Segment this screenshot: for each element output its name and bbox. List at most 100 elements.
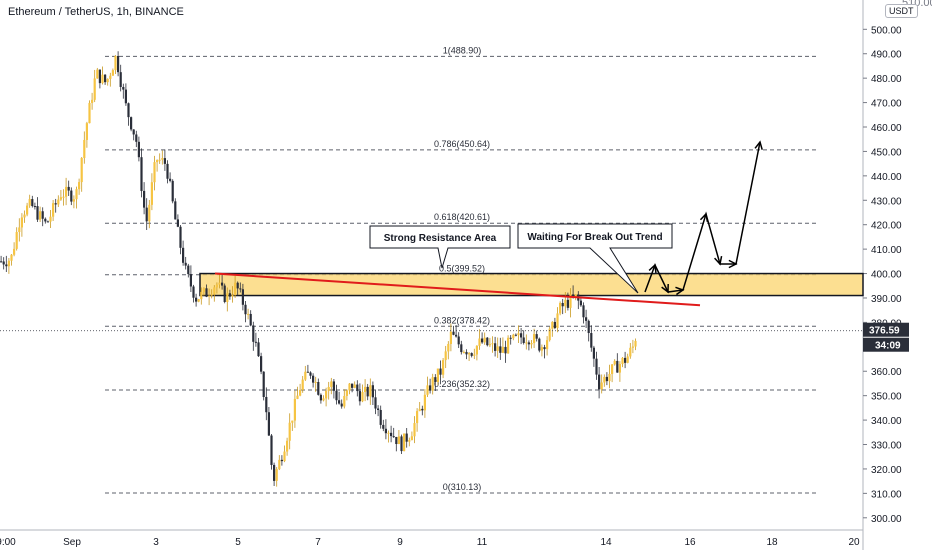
candle-body <box>265 396 268 413</box>
candle <box>491 336 494 353</box>
candle <box>405 428 408 448</box>
candle-body <box>382 424 385 429</box>
candle-body <box>553 321 556 329</box>
candle-body <box>267 412 270 436</box>
candle-body <box>210 294 213 296</box>
candle-body <box>449 331 452 344</box>
fib-level-label: 1(488.90) <box>443 45 482 55</box>
candle-body <box>7 260 10 267</box>
candle <box>109 72 112 87</box>
candle <box>332 378 335 399</box>
candle-body <box>442 360 445 375</box>
candle-body <box>306 371 309 373</box>
candle <box>236 281 239 296</box>
candle <box>187 263 190 278</box>
candle <box>275 467 278 487</box>
candle-body <box>166 163 169 179</box>
candle <box>213 285 216 302</box>
candle <box>78 178 81 195</box>
candle <box>91 92 94 110</box>
candle-body <box>88 102 91 124</box>
candle-body <box>634 340 637 347</box>
candle <box>525 334 528 350</box>
candle <box>605 372 608 386</box>
candle <box>221 274 224 290</box>
x-tick-label: 18 <box>766 537 778 548</box>
candle-body <box>514 334 517 336</box>
candle <box>197 298 200 303</box>
candle-body <box>491 343 494 345</box>
candle <box>218 273 221 289</box>
candle <box>377 405 380 417</box>
candle <box>603 374 606 387</box>
candle-body <box>592 347 595 359</box>
candle <box>561 298 564 315</box>
candle-body <box>605 376 608 382</box>
candle-body <box>371 385 374 398</box>
resistance-zone <box>199 272 864 297</box>
candle-body <box>247 313 250 315</box>
candle <box>465 349 468 360</box>
candle <box>618 361 621 382</box>
candle-body <box>400 436 403 452</box>
candle <box>400 434 403 454</box>
candle <box>543 344 546 359</box>
candle-body <box>556 313 559 329</box>
candle <box>80 157 83 192</box>
candle-body <box>361 392 364 402</box>
candle <box>364 379 367 402</box>
candle <box>426 376 429 398</box>
y-tick-label: 310.00 <box>871 489 902 500</box>
y-tick-label: 340.00 <box>871 416 902 427</box>
candle <box>257 338 260 357</box>
candle-body <box>150 182 153 205</box>
candle <box>410 431 413 441</box>
candle <box>626 353 629 364</box>
candle <box>538 337 541 353</box>
candle-body <box>205 288 208 297</box>
candle <box>366 383 369 401</box>
candle <box>348 382 351 395</box>
candle-body <box>317 382 320 395</box>
candle <box>418 401 421 412</box>
candle-body <box>158 159 161 161</box>
candle <box>611 364 614 383</box>
candle <box>270 433 273 470</box>
candle-body <box>608 373 611 382</box>
candle <box>470 352 473 358</box>
candle-body <box>65 186 68 197</box>
candle-body <box>585 317 588 321</box>
candle-body <box>395 436 398 445</box>
candle <box>226 287 229 312</box>
candle <box>387 430 390 443</box>
candle-body <box>335 390 338 401</box>
candle <box>556 307 559 333</box>
x-tick-label: 11 <box>477 537 488 548</box>
candle-body <box>104 74 107 83</box>
candle <box>18 218 21 242</box>
candle <box>179 224 182 255</box>
candle-body <box>621 357 624 365</box>
candle-body <box>231 295 234 297</box>
candle <box>20 213 23 237</box>
candle-body <box>122 86 125 90</box>
currency-badge[interactable]: USDT <box>885 4 918 18</box>
candle <box>150 173 153 211</box>
candle-body <box>499 346 502 353</box>
candle-body <box>345 390 348 396</box>
candle-body <box>540 347 543 351</box>
candle <box>496 337 499 358</box>
candle <box>52 200 55 221</box>
candle <box>382 419 385 432</box>
candle-body <box>189 274 192 287</box>
candle-body <box>15 232 18 249</box>
candle-body <box>288 422 291 441</box>
candle <box>98 69 101 89</box>
candle-body <box>314 382 317 384</box>
candle <box>436 368 439 386</box>
candle <box>161 150 164 165</box>
candle <box>75 186 78 209</box>
candle <box>395 436 398 452</box>
